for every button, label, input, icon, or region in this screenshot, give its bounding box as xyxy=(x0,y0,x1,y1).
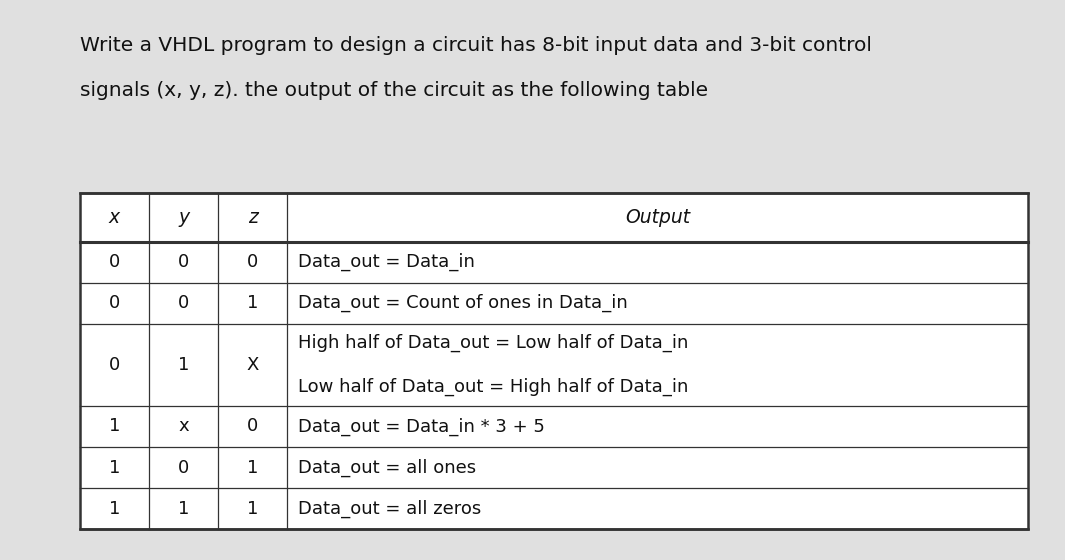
Text: x: x xyxy=(109,208,120,227)
Text: X: X xyxy=(247,356,259,374)
Text: 0: 0 xyxy=(109,253,120,271)
Text: Data_out = all ones: Data_out = all ones xyxy=(298,459,476,477)
Text: 1: 1 xyxy=(247,500,259,517)
Text: Data_out = Data_in * 3 + 5: Data_out = Data_in * 3 + 5 xyxy=(298,417,545,436)
Text: 1: 1 xyxy=(247,459,259,477)
Text: 1: 1 xyxy=(109,417,120,436)
Text: High half of Data_out = Low half of Data_in: High half of Data_out = Low half of Data… xyxy=(298,334,688,352)
Text: Data_out = Count of ones in Data_in: Data_out = Count of ones in Data_in xyxy=(298,294,628,312)
Text: Write a VHDL program to design a circuit has 8-bit input data and 3-bit control: Write a VHDL program to design a circuit… xyxy=(80,36,872,55)
Text: signals (x, y, z). the output of the circuit as the following table: signals (x, y, z). the output of the cir… xyxy=(80,81,708,100)
Text: 0: 0 xyxy=(247,253,259,271)
Text: 0: 0 xyxy=(178,294,190,312)
Text: 1: 1 xyxy=(178,500,190,517)
Text: 1: 1 xyxy=(109,500,120,517)
Text: Data_out = Data_in: Data_out = Data_in xyxy=(298,253,475,271)
Text: 0: 0 xyxy=(178,253,190,271)
Text: 0: 0 xyxy=(178,459,190,477)
Text: Data_out = all zeros: Data_out = all zeros xyxy=(298,500,481,518)
Text: 1: 1 xyxy=(247,294,259,312)
Text: x: x xyxy=(178,417,189,436)
Text: Output: Output xyxy=(625,208,690,227)
Text: 0: 0 xyxy=(109,356,120,374)
Text: z: z xyxy=(248,208,258,227)
Text: 1: 1 xyxy=(109,459,120,477)
Text: y: y xyxy=(178,208,190,227)
Text: 1: 1 xyxy=(178,356,190,374)
Text: 0: 0 xyxy=(109,294,120,312)
Text: Low half of Data_out = High half of Data_in: Low half of Data_out = High half of Data… xyxy=(298,378,688,396)
Text: 0: 0 xyxy=(247,417,259,436)
